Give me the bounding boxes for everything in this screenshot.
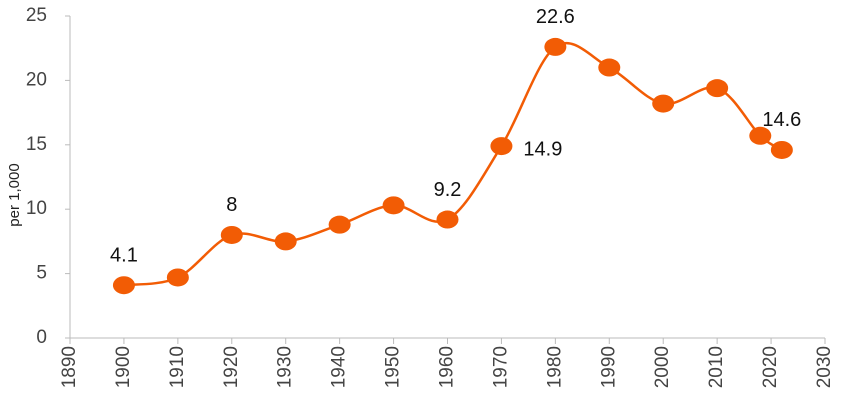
marker bbox=[544, 37, 567, 56]
x-tick-label: 1910 bbox=[167, 346, 188, 388]
x-tick-label: 2020 bbox=[760, 346, 781, 388]
y-tick-label: 0 bbox=[36, 327, 47, 348]
line bbox=[123, 41, 783, 287]
data-label: 22.6 bbox=[536, 6, 575, 28]
x-tick-label: 1990 bbox=[598, 346, 619, 388]
marker bbox=[770, 140, 793, 159]
x-tick-label: 1890 bbox=[59, 346, 80, 388]
x-tick-label: 1940 bbox=[329, 346, 350, 388]
marker bbox=[749, 126, 772, 145]
x-tick-label: 1970 bbox=[490, 346, 511, 388]
x-tick-label: 2010 bbox=[706, 346, 727, 388]
y-tick-label: 15 bbox=[26, 134, 47, 155]
x-tick-label: 1900 bbox=[113, 346, 134, 388]
x-tick-label: 1950 bbox=[383, 346, 404, 388]
x-tick-label: 1930 bbox=[275, 346, 296, 388]
x-tick-label: 1980 bbox=[544, 346, 565, 388]
y-tick-label: 20 bbox=[26, 69, 47, 90]
y-tick-label: 25 bbox=[26, 5, 47, 26]
marker bbox=[274, 232, 297, 251]
x-tick-label: 2030 bbox=[814, 346, 835, 388]
marker bbox=[436, 210, 459, 229]
data-label: 4.1 bbox=[110, 244, 138, 266]
marker bbox=[706, 79, 729, 98]
x-tick-label: 1920 bbox=[221, 346, 242, 388]
marker bbox=[598, 58, 621, 77]
data-label: 9.2 bbox=[434, 179, 462, 201]
data-label: 14.6 bbox=[762, 109, 801, 131]
marker bbox=[652, 94, 675, 113]
marker bbox=[166, 268, 189, 287]
marker bbox=[112, 276, 135, 295]
data-label: 14.9 bbox=[523, 138, 562, 160]
y-tick-label: 10 bbox=[26, 198, 47, 219]
marker bbox=[490, 137, 513, 156]
y-tick-label: 5 bbox=[36, 263, 47, 284]
x-tick-label: 2000 bbox=[652, 346, 673, 388]
marker bbox=[382, 196, 405, 215]
y-axis-title: per 1,000 bbox=[6, 163, 23, 226]
marker bbox=[220, 225, 243, 244]
marker bbox=[328, 215, 351, 234]
data-label: 8 bbox=[226, 194, 237, 216]
x-tick-label: 1960 bbox=[437, 346, 458, 388]
